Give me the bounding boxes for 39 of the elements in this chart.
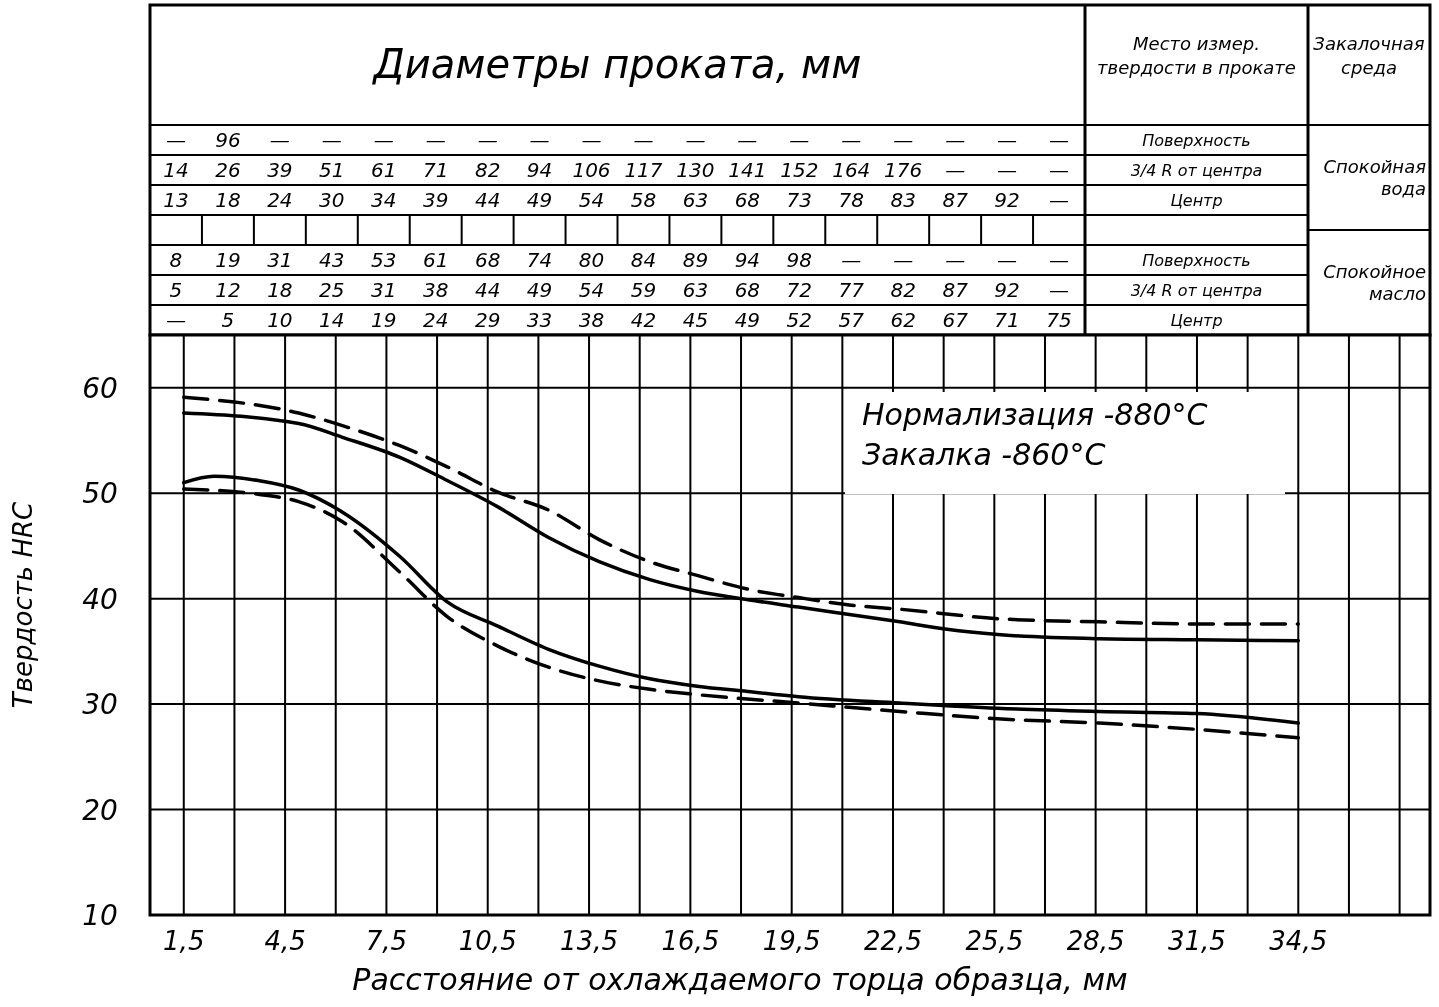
x-tick-label: 10,5: [458, 926, 517, 956]
x-tick-label: 16,5: [661, 926, 720, 956]
x-tick-label: 31,5: [1168, 926, 1226, 956]
y-tick-label: 10: [82, 899, 118, 932]
x-tick-label: 19,5: [762, 926, 821, 956]
text: Спокойная вода: [1323, 155, 1427, 199]
x-tick-label: 4,5: [264, 926, 306, 956]
x-tick-label: 22,5: [864, 926, 922, 956]
text: Диаметры проката, мм: [371, 41, 862, 87]
text: 13 18 24 30 34 39 44 49 54 58 63 68 73 78 83 87 92 —: [163, 188, 1070, 212]
text: Закалочная среда: [1313, 33, 1425, 78]
text: — 96 — — — — — — — — — — — — — — — —: [165, 128, 1070, 152]
y-tick-label: 60: [82, 371, 118, 405]
x-tick-label: 25,5: [965, 926, 1024, 956]
x-tick-label: 13,5: [560, 926, 618, 956]
y-tick-label: 20: [82, 793, 118, 827]
x-tick-label: 28,5: [1066, 926, 1125, 956]
text: 3/4 R от центра: [1130, 161, 1263, 180]
text: — 5 10 14 19 24 29 33 38 42 45 49 52 57 62 67 71 75: [165, 308, 1072, 332]
y-tick-label: 30: [82, 688, 118, 722]
y-axis-title: Твердость HRC: [8, 500, 38, 709]
x-axis-title: Расстояние от охлаждаемого торца образца, мм: [352, 962, 1128, 997]
text: Спокойное масло: [1323, 260, 1426, 304]
text: 5 12 18 25 31 38 44 49 54 59 63 68 72 77 82 87 92 —: [169, 278, 1070, 302]
y-tick-label: 40: [82, 582, 118, 616]
text: Центр: [1170, 191, 1223, 210]
x-tick-label: 34,5: [1269, 926, 1328, 956]
x-tick-label: 7,5: [365, 926, 408, 956]
text: Центр: [1170, 311, 1223, 330]
text: Поверхность: [1142, 131, 1251, 150]
text: 8 19 31 43 53 61 68 74 80 84 89 94 98 — — — — —: [169, 248, 1070, 272]
text: 14 26 39 51 61 71 82 94 106 117 130 141 152 164 176 — — —: [163, 158, 1070, 182]
text: Место измер. твердости в прокате: [1097, 33, 1296, 78]
annotation: Нормализация -880°C: [862, 397, 1208, 432]
x-tick-label: 1,5: [163, 926, 205, 956]
y-tick-label: 50: [82, 477, 118, 511]
text: Поверхность: [1142, 251, 1251, 270]
annotation: Закалка -860°C: [862, 437, 1106, 472]
text: 3/4 R от центра: [1130, 281, 1263, 300]
